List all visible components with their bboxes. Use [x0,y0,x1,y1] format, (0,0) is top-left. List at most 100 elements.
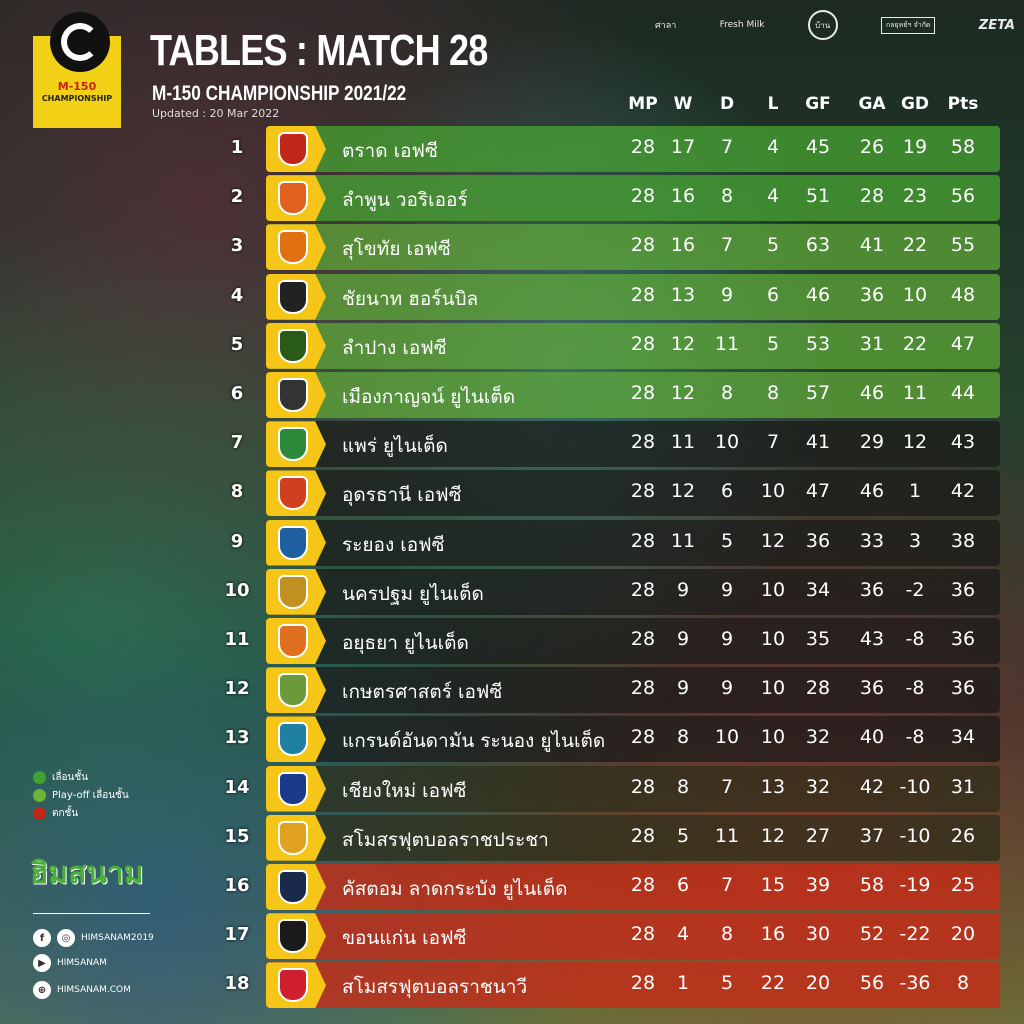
row-background [266,175,1000,222]
stat-gd: 1 [908,480,922,503]
position: 10 [224,579,250,601]
stat-l: 22 [760,972,786,995]
stat-gd: -22 [899,923,931,946]
team-name: นครปฐม ยูไนเต็ด [342,582,484,605]
stat-l: 10 [760,677,786,700]
table-row: 15 สโมสรฟุตบอลราชประชา 28 5 11 12 27 37 -10 26 [0,814,1024,861]
legend-dot [33,770,46,784]
stat-pts: 25 [950,874,976,896]
stat-l: 13 [760,775,786,798]
stat-gf: 36 [805,529,831,552]
row-background [266,765,1000,812]
stat-d: 7 [720,136,734,158]
stat-d: 5 [720,529,734,552]
stat-l: 10 [760,480,786,503]
stat-mp: 28 [630,431,656,454]
stat-ga: 46 [859,382,885,404]
stat-gd: -36 [899,972,931,995]
position: 7 [230,432,244,454]
legend-item-playoff: Play-off เลื่อนชั้น [33,786,129,804]
team-name: ลำพูน วอริเออร์ [342,189,468,212]
row-background [266,568,1000,615]
stat-w: 5 [676,824,690,847]
stat-gf: 30 [805,923,831,946]
table-row: 4 ชัยนาท ฮอร์นบิล 28 13 9 6 46 36 10 48 [0,273,1024,320]
team-name: ระยอง เอฟซี [342,533,445,556]
youtube-handle[interactable]: HIMSANAM [57,958,107,968]
legend-dot [33,806,46,820]
stat-d: 7 [720,874,734,896]
social-handle[interactable]: HIMSANAM2019 [81,933,154,943]
stat-gf: 63 [805,234,831,257]
stat-w: 9 [676,578,690,601]
stat-pts: 36 [950,628,976,650]
stat-pts: 43 [950,431,976,454]
team-name: แพร่ ยูไนเต็ด [342,435,448,458]
stat-d: 9 [720,578,734,601]
row-background [266,126,1000,172]
sponsor-sala-logo: ศาลา [655,21,677,31]
table-row: 11 อยุธยา ยูไนเต็ด 28 9 9 10 35 43 -8 36 [0,618,1024,664]
team-crest-icon [278,427,308,462]
position: 3 [230,235,244,257]
stat-mp: 28 [630,283,656,306]
row-background [266,519,1000,566]
facebook-icon[interactable]: f [33,929,51,947]
team-name: อยุธยา ยูไนเต็ด [342,632,469,654]
himsanam-logo: ฮิมสนาม [30,856,144,891]
stat-d: 10 [714,431,740,454]
position: 12 [224,678,250,700]
team-crest-icon [278,870,308,904]
stat-gd: -8 [905,628,925,650]
row-background [266,913,1000,960]
stat-ga: 43 [859,628,885,650]
legend: เลื่อนชั้น Play-off เลื่อนชั้น ตกชั้น [33,768,129,822]
stat-gf: 32 [805,726,831,749]
stat-l: 5 [766,332,780,355]
stat-l: 10 [760,578,786,601]
stat-gd: -19 [899,874,931,896]
stat-pts: 38 [950,529,976,552]
website-link[interactable]: HIMSANAM.COM [57,985,131,995]
position: 2 [230,186,244,208]
youtube-icon[interactable]: ▶ [33,954,51,972]
row-background [266,962,1000,1009]
stat-l: 10 [760,628,786,650]
stat-mp: 28 [630,136,656,158]
table-row: 14 เชียงใหม่ เอฟซี 28 8 7 13 32 42 -10 31 [0,765,1024,812]
sponsor-zeta-logo: ZETA [978,17,1015,33]
row-background [266,372,1000,418]
stat-ga: 36 [859,677,885,700]
stat-ga: 56 [859,972,885,995]
stat-gf: 39 [805,874,831,896]
social-website[interactable]: ⊕ HIMSANAM.COM [33,981,131,999]
stat-mp: 28 [630,185,656,208]
social-youtube[interactable]: ▶ HIMSANAM [33,954,107,972]
table-row: 2 ลำพูน วอริเออร์ 28 16 8 4 51 28 23 56 [0,175,1024,222]
position: 8 [230,481,244,503]
stat-d: 6 [720,480,734,503]
stat-gd: 22 [902,332,928,355]
team-name: อุดรธานี เอฟซี [342,484,462,507]
stat-gf: 28 [805,677,831,700]
sponsor-fresh-milk-logo: Fresh Milk [719,20,765,30]
team-crest-icon [278,574,308,609]
stat-d: 8 [720,185,734,208]
table-row: 6 เมืองกาญจน์ ยูไนเต็ด 28 12 8 8 57 46 11 44 [0,372,1024,418]
stat-w: 1 [676,972,690,995]
stat-w: 12 [670,480,696,503]
stat-mp: 28 [630,382,656,404]
stat-gd: -8 [905,726,925,749]
globe-icon[interactable]: ⊕ [33,981,51,999]
social-facebook-instagram[interactable]: f ◎ HIMSANAM2019 [33,929,154,947]
stat-gd: 19 [902,136,928,158]
position: 14 [224,776,250,798]
instagram-icon[interactable]: ◎ [57,929,75,947]
team-name: ชัยนาท ฮอร์นบิล [342,287,479,310]
stat-w: 9 [676,677,690,700]
stat-l: 4 [766,185,780,208]
stat-ga: 26 [859,136,885,158]
team-name: เกษตรศาสตร์ เอฟซี [342,681,503,704]
table-row: 1 ตราด เอฟซี 28 17 7 4 45 26 19 58 [0,126,1024,172]
stat-ga: 52 [859,923,885,946]
